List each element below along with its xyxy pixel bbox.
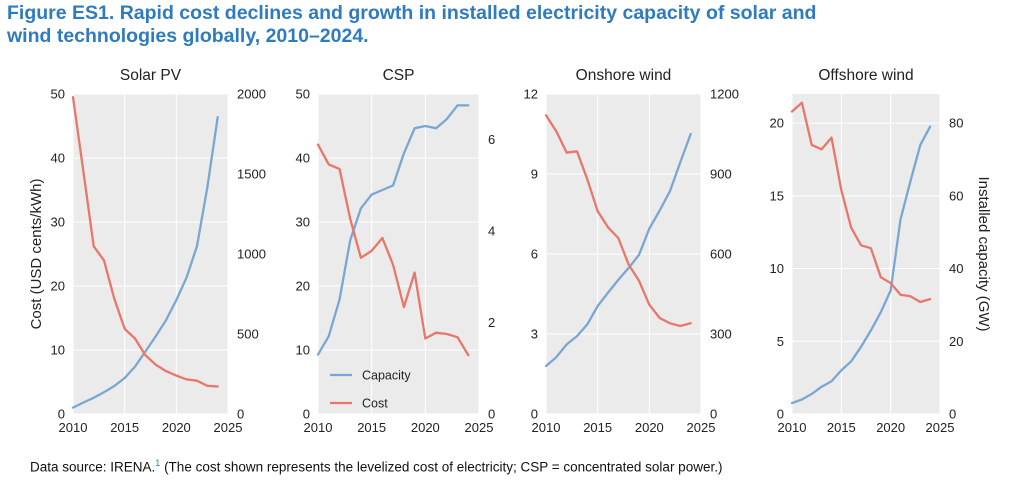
left-axis-title: Cost (USD cents/kWh) [28, 179, 45, 330]
y-tick-label-right: 2000 [237, 87, 266, 102]
figure-title-line-2: wind technologies globally, 2010–2024. [7, 25, 369, 47]
y-tick-label-left: 0 [531, 407, 538, 422]
y-tick-label-right: 0 [488, 407, 495, 422]
series-line-capacity [790, 125, 932, 405]
plot-background [73, 94, 228, 414]
x-tick-label: 2020 [162, 420, 191, 435]
legend-label-capacity: Capacity [362, 369, 411, 383]
x-tick-label: 2010 [778, 420, 807, 435]
x-tick-label: 2025 [214, 420, 243, 435]
y-tick-label-left: 10 [51, 343, 65, 358]
y-tick-label-right: 900 [710, 167, 732, 182]
x-tick-label: 2010 [59, 420, 88, 435]
x-tick-label: 2015 [110, 420, 139, 435]
chart-panel-3: 2010 2015 2020 202503691203006009001200Onsh… [524, 67, 739, 435]
y-tick-label-right: 4 [488, 224, 495, 239]
x-tick-label: 2010 [304, 420, 333, 435]
y-tick-label-left: 50 [51, 87, 65, 102]
x-tick-label: 2020 [411, 420, 440, 435]
y-tick-label-left: 15 [770, 188, 784, 203]
y-tick-label-left: 5 [777, 334, 784, 349]
x-tick-label: 2020 [635, 420, 664, 435]
y-tick-label-left: 9 [531, 167, 538, 182]
panel-title: Offshore wind [818, 67, 913, 84]
panel-title: Solar PV [120, 67, 182, 84]
y-tick-label-left: 12 [524, 87, 538, 102]
y-tick-label-right: 1200 [710, 87, 739, 102]
y-tick-label-left: 30 [296, 215, 310, 230]
y-tick-label-left: 10 [770, 261, 784, 276]
figure-title-line-1: Figure ES1. Rapid cost declines and grow… [7, 2, 817, 24]
chart-panel-2: 2010 2015 2020 2025010203040500246CSPCapaci… [296, 67, 496, 435]
y-tick-label-left: 6 [531, 247, 538, 262]
y-tick-label-right: 0 [237, 407, 244, 422]
legend-label-cost: Cost [362, 397, 388, 411]
right-axis-title: Installed capacity (GW) [975, 176, 992, 331]
y-tick-label-right: 500 [237, 327, 259, 342]
y-tick-label-left: 20 [296, 279, 310, 294]
y-tick-label-left: 40 [296, 151, 310, 166]
x-tick-label: 2015 [827, 420, 856, 435]
y-tick-label-left: 40 [51, 151, 65, 166]
y-tick-label-right: 300 [710, 327, 732, 342]
series-line-cost [790, 101, 932, 304]
y-tick-label-right: 40 [949, 261, 963, 276]
y-tick-label-right: 2 [488, 315, 495, 330]
y-tick-label-left: 3 [531, 327, 538, 342]
y-tick-label-right: 0 [949, 407, 956, 422]
plot-background [792, 94, 940, 414]
x-tick-label: 2020 [876, 420, 905, 435]
series-line-cost [544, 114, 692, 328]
y-tick-label-left: 0 [58, 407, 65, 422]
series-line-capacity [544, 132, 692, 368]
y-tick-label-left: 20 [770, 116, 784, 131]
x-tick-label: 2015 [583, 420, 612, 435]
data-source-label: Data source: IRENA. [30, 459, 156, 475]
panel-title: CSP [383, 67, 415, 84]
footnote-marker: 1 [155, 458, 161, 468]
x-tick-label: 2015 [357, 420, 386, 435]
y-tick-label-left: 0 [303, 407, 310, 422]
x-tick-label: 2025 [687, 420, 716, 435]
y-tick-label-right: 60 [949, 188, 963, 203]
panel-title: Onshore wind [576, 67, 672, 84]
y-tick-label-right: 1000 [237, 247, 266, 262]
y-tick-label-left: 0 [777, 407, 784, 422]
y-tick-label-left: 50 [296, 87, 310, 102]
y-tick-label-right: 1500 [237, 167, 266, 182]
figure-title: Figure ES1. Rapid cost declines and grow… [7, 2, 1007, 48]
x-tick-label: 2025 [465, 420, 494, 435]
y-tick-label-right: 80 [949, 116, 963, 131]
x-tick-label: 2025 [926, 420, 955, 435]
y-tick-label-right: 600 [710, 247, 732, 262]
series-line-capacity [71, 116, 219, 409]
y-tick-label-left: 10 [296, 343, 310, 358]
y-tick-label-right: 6 [488, 132, 495, 147]
series-line-cost [316, 143, 470, 357]
series-line-cost [71, 96, 219, 388]
chart-panel-4: 2010 2015 2020 202505101520020406080Offshor… [770, 67, 964, 435]
plot-background [318, 94, 479, 414]
data-source-explanation: (The cost shown represents the levelized… [160, 459, 723, 475]
data-source-note: Data source: IRENA.1 (The cost shown rep… [30, 458, 722, 475]
y-tick-label-right: 0 [710, 407, 717, 422]
series-line-capacity [316, 104, 470, 356]
x-tick-label: 2010 [532, 420, 561, 435]
y-tick-label-left: 30 [51, 215, 65, 230]
chart-panel-1: 2010 2015 2020 2025010203040500500100015002… [51, 67, 266, 435]
y-tick-label-right: 20 [949, 334, 963, 349]
y-tick-label-left: 20 [51, 279, 65, 294]
